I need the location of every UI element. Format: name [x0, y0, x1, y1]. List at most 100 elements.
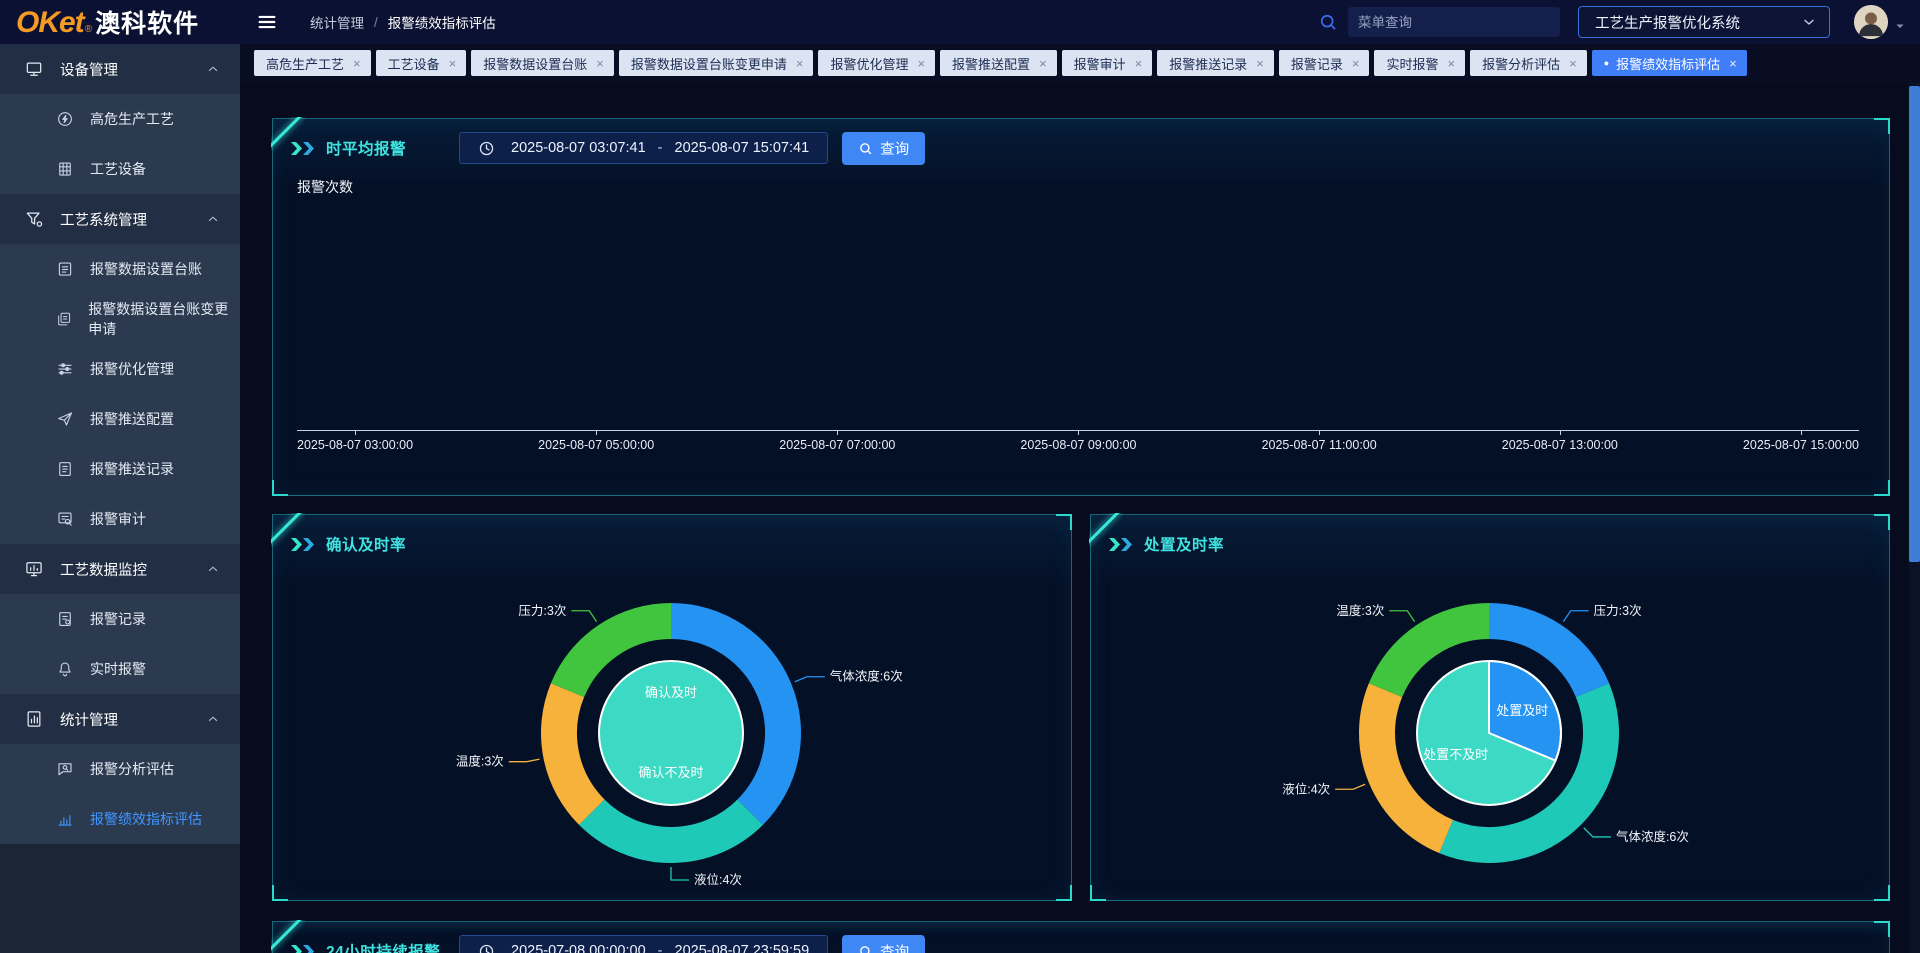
change-request-icon	[56, 310, 72, 328]
company-name: 澳科软件	[95, 10, 200, 38]
tab-bar: ●高危生产工艺×●工艺设备×●报警数据设置台账×●报警数据设置台账变更申请×●报…	[240, 44, 1920, 82]
tab-close-icon[interactable]: ×	[353, 55, 361, 71]
chevron-up-icon	[206, 62, 220, 76]
svg-text:液位:4次: 液位:4次	[1282, 781, 1330, 796]
tab[interactable]: ●报警审计×	[1061, 50, 1153, 76]
tab-close-icon[interactable]: ×	[596, 55, 604, 71]
search-icon	[860, 945, 870, 953]
tab[interactable]: ●报警优化管理×	[818, 50, 936, 76]
kpi-icon	[56, 810, 74, 828]
x-axis-tick-label: 2025-08-07 03:00:00	[297, 430, 414, 452]
double-chevron-icon	[1109, 537, 1132, 551]
tab-close-icon[interactable]: ×	[795, 55, 804, 71]
sidebar-item-label: 工艺设备	[90, 161, 146, 177]
chevron-down-icon	[1804, 19, 1814, 25]
query-button[interactable]: 查询	[842, 131, 926, 165]
main-scrollbar[interactable]	[1909, 82, 1920, 953]
sidebar-item-label: 报警数据设置台账变更申请	[88, 301, 229, 337]
svg-text:确认及时: 确认及时	[645, 685, 697, 700]
date-start[interactable]: 2025-07-08 00:00:00	[511, 943, 646, 953]
tab[interactable]: ●报警记录×	[1278, 50, 1370, 76]
tab-close-icon[interactable]: ×	[1351, 55, 1360, 71]
tab[interactable]: ●报警数据设置台账变更申请×	[618, 50, 814, 76]
hamburger-menu-icon[interactable]	[256, 10, 280, 34]
sidebar-filler	[0, 844, 240, 953]
sidebar-item[interactable]: 报警数据设置台账变更申请	[0, 294, 240, 344]
breadcrumb-parent[interactable]: 统计管理	[310, 16, 364, 31]
date-range-picker[interactable]: 2025-08-07 03:07:41 - 2025-08-07 15:07:4…	[459, 132, 829, 164]
date-range-picker[interactable]: 2025-07-08 00:00:00 - 2025-08-07 23:59:5…	[459, 935, 829, 953]
send-icon	[56, 410, 74, 428]
tab-active[interactable]: ● 报警绩效指标评估 ×	[1591, 50, 1747, 76]
sidebar-item[interactable]: 报警推送记录	[0, 444, 240, 494]
tab[interactable]: ●报警分析评估×	[1470, 50, 1587, 76]
sidebar-item[interactable]: 报警审计	[0, 494, 240, 544]
svg-text:温度:3次: 温度:3次	[1336, 603, 1384, 618]
query-button[interactable]: 查询	[842, 934, 926, 953]
panel-title-dispose: 处置及时率	[1109, 533, 1277, 555]
sidebar-item-label: 报警推送记录	[90, 461, 174, 477]
sidebar-group[interactable]: 设备管理	[0, 44, 240, 94]
sidebar-item-label: 报警数据设置台账	[90, 261, 202, 277]
sidebar-item[interactable]: 报警推送配置	[0, 394, 240, 444]
panel-confirm-rate: 确认及时率 气体浓度:6次 液位:4次 温度:3次 压力:3次 确认及时 确认不及时	[272, 514, 1072, 901]
sidebar-item[interactable]: 报警数据设置台账	[0, 244, 240, 294]
sidebar-item-label: 报警分析评估	[90, 761, 174, 777]
tab[interactable]: ●高危生产工艺×	[254, 50, 371, 76]
sidebar-item[interactable]: 报警记录	[0, 594, 240, 644]
tab-label: 报警绩效指标评估	[1616, 56, 1721, 72]
tab-close-icon[interactable]: ×	[1256, 55, 1264, 71]
brand-logo: OKet ® 澳科软件	[0, 4, 240, 40]
double-chevron-icon	[291, 141, 314, 155]
menu-search-input[interactable]	[1348, 7, 1560, 37]
avatar-caret-icon[interactable]	[1894, 19, 1906, 31]
tab-close-icon[interactable]: ×	[448, 55, 457, 71]
tab-close-icon[interactable]: ×	[1729, 55, 1737, 71]
tab-label: 报警推送记录	[1169, 56, 1248, 72]
sidebar-item[interactable]: 工艺设备	[0, 144, 240, 194]
double-chevron-icon	[291, 944, 314, 953]
tab[interactable]: ●报警数据设置台账×	[471, 50, 614, 76]
search-icon	[860, 142, 872, 154]
tab-close-icon[interactable]: ×	[1569, 55, 1577, 71]
date-separator: -	[657, 943, 663, 953]
tab-close-icon[interactable]: ×	[917, 55, 926, 71]
equipment-icon	[24, 59, 44, 79]
tab[interactable]: ●报警推送记录×	[1157, 50, 1274, 76]
date-start[interactable]: 2025-08-07 03:07:41	[511, 140, 646, 156]
sidebar-item[interactable]: 报警优化管理	[0, 344, 240, 394]
date-end[interactable]: 2025-08-07 23:59:59	[674, 943, 810, 953]
panel-hourly-alarm: 时平均报警 2025-08-07 03:07:41 - 2025-08-07 1…	[272, 118, 1890, 496]
system-select[interactable]: 工艺生产报警优化系统	[1578, 6, 1830, 38]
sidebar-group[interactable]: 工艺系统管理	[0, 194, 240, 244]
tab-close-icon[interactable]: ×	[1134, 55, 1143, 71]
date-separator: -	[657, 140, 663, 156]
x-axis-tick-label: 2025-08-07 05:00:00	[538, 430, 655, 452]
sidebar-item[interactable]: 报警绩效指标评估	[0, 794, 240, 844]
x-axis-tick-label: 2025-08-07 13:00:00	[1501, 430, 1618, 452]
double-chevron-icon	[291, 537, 314, 551]
sidebar-item[interactable]: 报警分析评估	[0, 744, 240, 794]
panel-title-confirm: 确认及时率	[291, 533, 459, 555]
monitor-icon	[24, 559, 44, 579]
sidebar-item[interactable]: 高危生产工艺	[0, 94, 240, 144]
sidebar-group-label: 统计管理	[60, 712, 118, 729]
sidebar-item-label: 报警绩效指标评估	[90, 811, 202, 827]
tab-close-icon[interactable]: ×	[1447, 55, 1456, 71]
tab[interactable]: ●实时报警×	[1374, 50, 1466, 76]
sidebar-item[interactable]: 实时报警	[0, 644, 240, 694]
user-avatar[interactable]	[1854, 5, 1888, 39]
svg-text:处置及时: 处置及时	[1496, 703, 1548, 718]
process-equipment-icon	[56, 160, 74, 178]
sidebar-group[interactable]: 统计管理	[0, 694, 240, 744]
scrollbar-thumb[interactable]	[1909, 86, 1920, 562]
chevron-up-icon	[206, 212, 220, 226]
svg-text:气体浓度:6次: 气体浓度:6次	[1616, 829, 1689, 844]
tab[interactable]: ●报警推送配置×	[940, 50, 1057, 76]
tab-label: 报警数据设置台账	[483, 56, 588, 72]
date-end[interactable]: 2025-08-07 15:07:41	[674, 140, 810, 156]
sidebar-item-label: 实时报警	[90, 661, 146, 677]
tab[interactable]: ●工艺设备×	[375, 50, 467, 76]
sidebar-group[interactable]: 工艺数据监控	[0, 544, 240, 594]
tab-close-icon[interactable]: ×	[1039, 55, 1047, 71]
